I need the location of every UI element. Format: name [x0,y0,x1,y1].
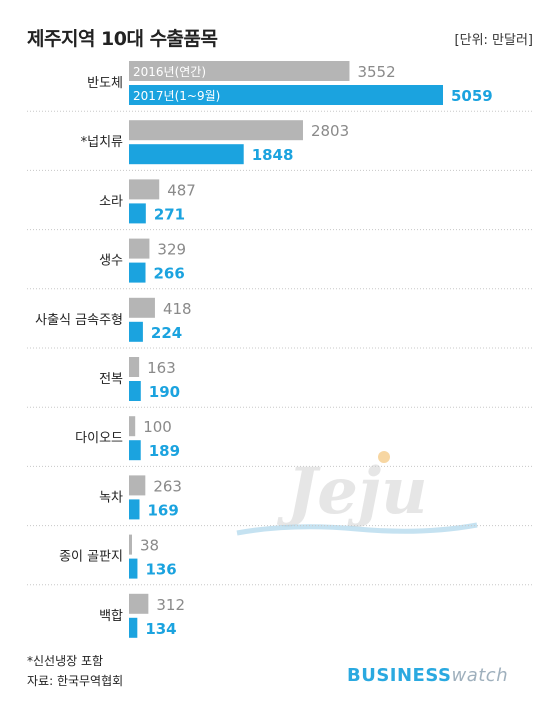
brand-part1: BUSINESS [347,665,452,686]
bar-2016 [129,534,132,555]
footnote: *신선냉장 포함 [27,654,104,668]
value-label-2017: 271 [154,205,185,223]
category-label: 사출식 금속주형 [35,313,123,328]
bar-2017 [129,85,443,105]
value-label-2017: 266 [154,265,185,283]
value-label-2016: 418 [163,300,192,318]
bar-2017 [129,381,141,401]
legend-2017: 2017년(1~9월) [133,89,220,103]
category-label: 반도체 [87,76,123,91]
jeju-watermark-wave [236,522,478,536]
value-label-2017: 169 [147,501,178,519]
category-label: 백합 [99,609,123,624]
value-label-2017: 189 [149,442,180,460]
legend-2016: 2016년(연간) [133,65,206,79]
bar-2017 [129,262,146,283]
bar-2016 [129,475,146,496]
category-label: *넙치류 [81,135,123,150]
value-label-2016: 38 [140,537,159,555]
source-note: 자료: 한국무역협회 [27,674,124,688]
brand-logo: BUSINESSwatch [347,665,508,686]
bar-2016 [129,593,149,614]
jeju-watermark-sun [378,451,390,463]
value-label-2016: 3552 [357,63,395,81]
value-label-2017: 5059 [451,87,493,105]
bar-2016 [129,297,155,318]
value-label-2016: 312 [156,596,185,614]
category-label: 녹차 [99,490,123,505]
value-label-2016: 163 [147,359,176,377]
unit-label: [단위: 만달러] [454,33,533,48]
category-label: 생수 [99,254,123,269]
bar-2017 [129,203,146,224]
value-label-2017: 224 [151,324,182,342]
value-label-2016: 2803 [311,122,349,140]
value-label-2017: 134 [145,620,176,638]
value-label-2017: 190 [149,383,180,401]
bar-2017 [129,144,244,165]
category-label: 다이오드 [75,431,123,446]
bar-2017 [129,440,141,461]
bar-2016 [129,61,350,81]
value-label-2016: 263 [153,477,182,495]
bar-2016 [129,357,140,377]
value-label-2017: 136 [145,561,176,579]
bar-2016 [129,416,136,437]
bar-2017 [129,499,140,520]
bar-2016 [129,120,303,141]
category-label: 종이 골판지 [59,550,123,565]
value-label-2016: 487 [167,181,196,199]
value-label-2016: 329 [157,241,186,259]
bar-2017 [129,617,138,638]
category-label: 전복 [99,372,123,387]
bar-2016 [129,179,160,200]
chart-title: 제주지역 10대 수출품목 [27,28,218,50]
bar-2016 [129,238,150,259]
category-label: 소라 [99,194,123,209]
bar-2017 [129,558,138,579]
bar-2017 [129,321,143,342]
brand-part2: watch [451,665,509,686]
value-label-2017: 1848 [252,146,294,164]
value-label-2016: 100 [143,418,172,436]
